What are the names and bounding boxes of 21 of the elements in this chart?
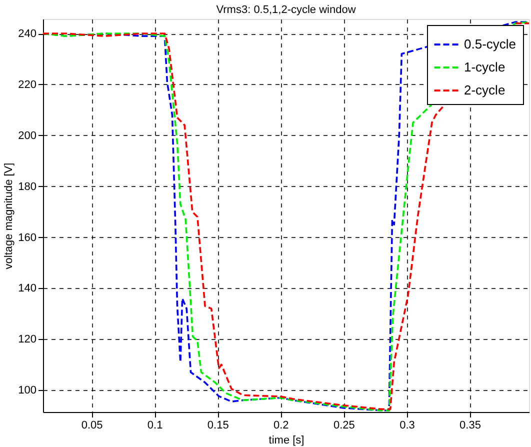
legend-label: 2-cycle [464, 82, 506, 98]
legend-label: 0.5-cycle [464, 36, 516, 52]
x-tick-label: 0.3 [400, 420, 415, 432]
y-tick-label: 120 [18, 334, 36, 346]
y-tick-label: 200 [18, 130, 36, 142]
chart-title: Vrms3: 0.5,1,2-cycle window [216, 4, 356, 16]
y-tick-label: 240 [18, 28, 36, 40]
x-tick-label: 0.25 [333, 420, 355, 432]
x-tick-label: 0.35 [460, 420, 481, 432]
y-tick-label: 140 [18, 282, 36, 295]
y-tick-label: 220 [18, 78, 36, 91]
y-tick-label: 160 [18, 232, 36, 244]
y-tick-label: 180 [18, 180, 36, 193]
x-tick-label: 0.15 [207, 420, 229, 432]
x-axis-title: time [s] [268, 434, 304, 446]
legend-label: 1-cycle [464, 60, 506, 74]
y-axis-title: voltage magnitude [V] [3, 162, 16, 270]
x-tick-label: 0.1 [147, 420, 163, 432]
y-tick-label: 100 [18, 384, 36, 397]
x-tick-label: 0.05 [81, 420, 103, 432]
x-tick-label: 0.2 [273, 420, 289, 432]
